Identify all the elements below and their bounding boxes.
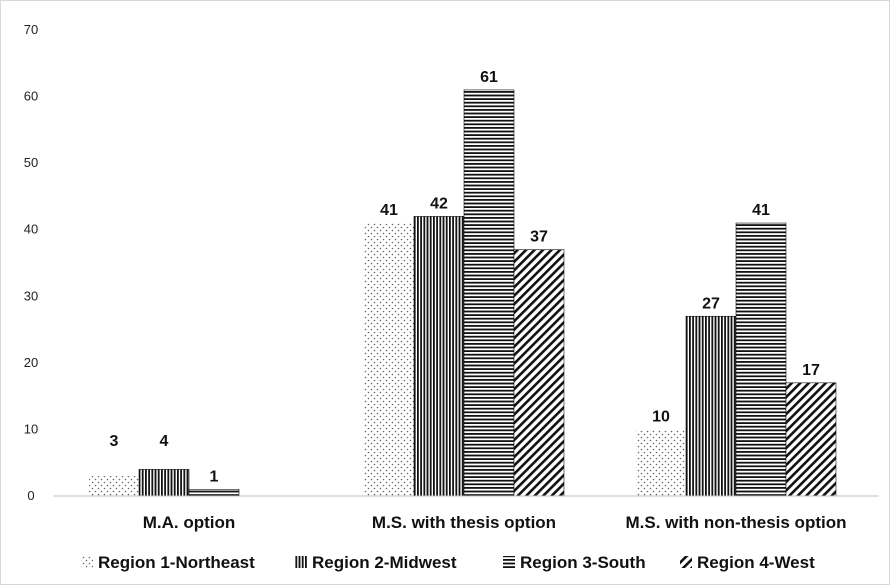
legend-swatch — [295, 556, 307, 568]
y-tick-label: 50 — [24, 155, 38, 170]
bar-3-3 — [735, 222, 787, 497]
y-tick-label: 10 — [24, 421, 38, 436]
legend-label: Region 4-West — [697, 553, 815, 572]
x-axis: M.A. option M.S. with thesis option M.S. w… — [143, 513, 847, 532]
y-tick-label: 70 — [24, 22, 38, 37]
y-tick-label: 0 — [27, 488, 34, 503]
y-tick-label: 60 — [24, 89, 38, 104]
data-label: 27 — [702, 295, 720, 312]
y-axis: 0 10 20 30 40 50 60 70 — [24, 22, 38, 503]
legend-swatch — [503, 556, 515, 568]
bar-1-2 — [364, 223, 414, 497]
x-category-label: M.A. option — [143, 513, 236, 532]
bar-4-2 — [513, 249, 565, 497]
data-label: 61 — [480, 69, 498, 86]
legend-label: Region 2-Midwest — [312, 553, 457, 572]
data-label: 10 — [652, 408, 670, 425]
data-label: 42 — [430, 195, 448, 212]
data-labels-group: 3 41 10 4 42 27 1 61 41 37 17 — [110, 69, 820, 485]
bar-1-1 — [89, 476, 139, 496]
bar-2-3 — [685, 315, 737, 497]
x-category-label: M.S. with thesis option — [372, 513, 556, 532]
x-category-label: M.S. with non-thesis option — [626, 513, 847, 532]
data-label: 17 — [802, 362, 820, 379]
y-tick-label: 20 — [24, 355, 38, 370]
legend-swatch — [81, 556, 93, 568]
y-tick-label: 40 — [24, 222, 38, 237]
bar-2-1 — [138, 469, 190, 497]
bar-1-3 — [636, 429, 686, 496]
data-label: 37 — [530, 229, 548, 246]
bar-2-2 — [413, 216, 465, 497]
data-label: 3 — [110, 433, 119, 450]
y-tick-label: 30 — [24, 288, 38, 303]
bar-3-2 — [463, 89, 515, 497]
legend-label: Region 1-Northeast — [98, 553, 255, 572]
data-label: 1 — [210, 468, 219, 485]
data-label: 41 — [380, 202, 398, 219]
data-label: 4 — [160, 433, 169, 450]
bar-3-1 — [188, 489, 240, 497]
legend-label: Region 3-South — [520, 553, 646, 572]
legend: Region 1-Northeast Region 2-Midwest Region… — [81, 553, 815, 572]
bars-group — [89, 89, 837, 497]
bar-4-3 — [785, 382, 837, 497]
data-label: 41 — [752, 202, 770, 219]
legend-swatch — [680, 556, 692, 568]
